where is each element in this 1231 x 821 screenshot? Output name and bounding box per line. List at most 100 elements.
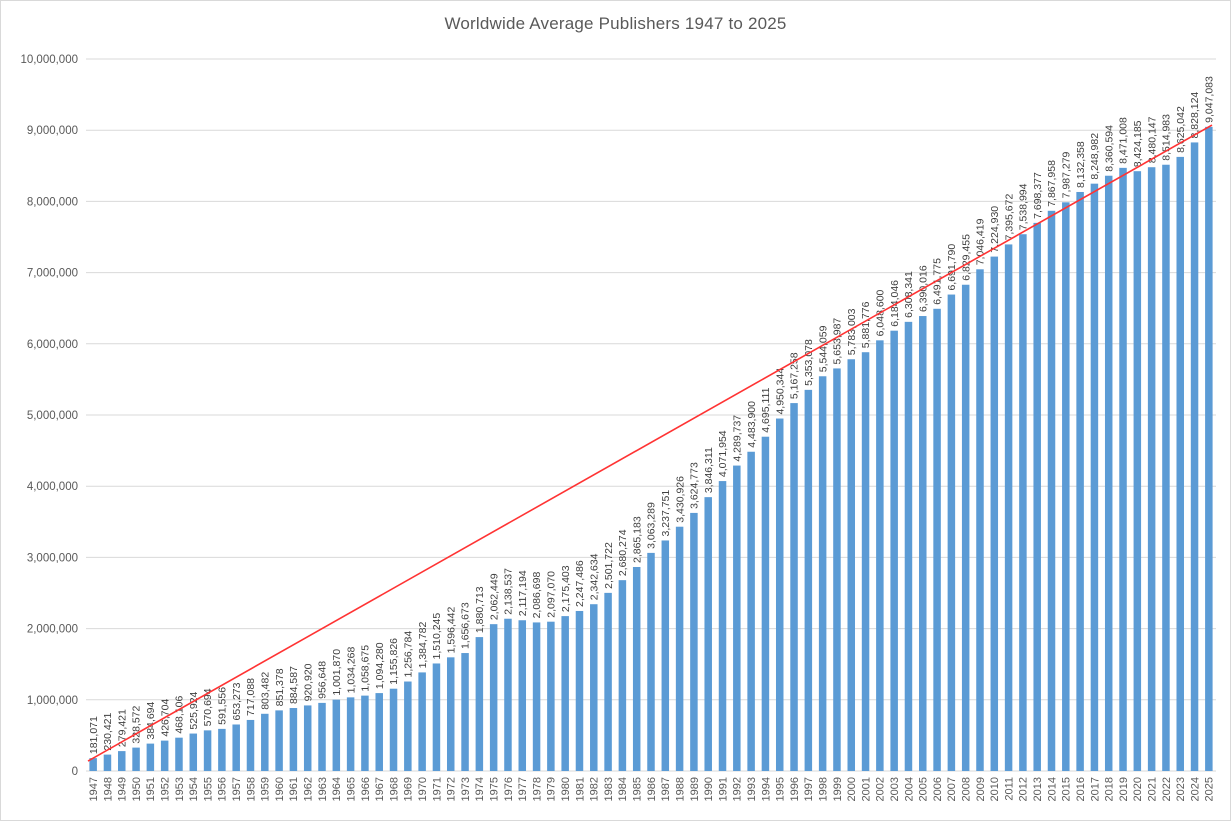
bar[interactable] xyxy=(1062,202,1070,772)
bar[interactable] xyxy=(890,330,898,771)
bar[interactable] xyxy=(475,637,484,771)
bar[interactable] xyxy=(1076,191,1084,772)
bar[interactable] xyxy=(833,368,841,771)
bar[interactable] xyxy=(919,316,927,771)
x-axis-label: 1979 xyxy=(546,777,558,801)
bar[interactable] xyxy=(1176,156,1184,772)
bar[interactable] xyxy=(461,653,469,771)
bar[interactable] xyxy=(818,376,827,771)
bar[interactable] xyxy=(346,697,355,771)
bar-value-label: 6,308,341 xyxy=(903,271,915,318)
bar[interactable] xyxy=(775,418,784,771)
bar[interactable] xyxy=(1162,164,1170,771)
x-axis-label: 1949 xyxy=(117,777,129,801)
x-axis-label: 1980 xyxy=(560,777,572,801)
bar[interactable] xyxy=(504,618,512,771)
bar[interactable] xyxy=(160,740,169,771)
bar[interactable] xyxy=(118,751,126,771)
bar[interactable] xyxy=(132,747,140,771)
bar[interactable] xyxy=(904,321,913,771)
bar[interactable] xyxy=(876,340,884,771)
bar[interactable] xyxy=(1090,183,1099,771)
bar[interactable] xyxy=(561,616,569,771)
bar-value-label: 4,071,954 xyxy=(717,430,729,477)
x-axis-label: 1995 xyxy=(775,777,787,801)
bar[interactable] xyxy=(1133,171,1142,772)
bar[interactable] xyxy=(318,702,326,771)
bar[interactable] xyxy=(532,622,541,771)
bar-value-label: 717,088 xyxy=(245,678,257,716)
bar[interactable] xyxy=(1119,167,1127,771)
bar[interactable] xyxy=(175,737,183,771)
bar[interactable] xyxy=(89,758,97,771)
bar[interactable] xyxy=(747,451,755,771)
x-axis-label: 1973 xyxy=(460,777,472,801)
bar[interactable] xyxy=(232,724,240,771)
bar[interactable] xyxy=(733,465,741,771)
bar-value-label: 851,378 xyxy=(274,668,286,706)
bar[interactable] xyxy=(303,705,312,771)
bar[interactable] xyxy=(103,754,112,771)
bar[interactable] xyxy=(1004,244,1013,771)
bar[interactable] xyxy=(647,552,655,771)
bar[interactable] xyxy=(690,512,698,771)
bar-value-label: 3,063,289 xyxy=(646,502,658,549)
bar[interactable] xyxy=(547,621,555,771)
bar[interactable] xyxy=(761,436,770,771)
bar[interactable] xyxy=(489,624,498,771)
bar[interactable] xyxy=(618,580,627,771)
bar[interactable] xyxy=(947,294,956,771)
x-axis-label: 2017 xyxy=(1089,777,1101,801)
bar[interactable] xyxy=(446,657,455,771)
bar[interactable] xyxy=(718,481,727,771)
bar[interactable] xyxy=(246,719,255,771)
bar[interactable] xyxy=(389,688,398,771)
bar[interactable] xyxy=(1147,167,1156,772)
bar[interactable] xyxy=(990,256,999,772)
bar[interactable] xyxy=(218,728,226,771)
bar-value-label: 7,538,994 xyxy=(1018,183,1030,230)
bar[interactable] xyxy=(275,710,283,771)
bar[interactable] xyxy=(203,730,212,771)
bar[interactable] xyxy=(704,497,712,771)
bar[interactable] xyxy=(361,695,369,771)
bar[interactable] xyxy=(261,713,269,771)
bar[interactable] xyxy=(632,566,641,771)
bar[interactable] xyxy=(146,743,155,771)
bar[interactable] xyxy=(189,733,198,771)
bar[interactable] xyxy=(604,592,612,771)
bar[interactable] xyxy=(675,526,684,771)
bar[interactable] xyxy=(861,352,870,771)
bar[interactable] xyxy=(332,699,341,771)
bar[interactable] xyxy=(1047,210,1056,771)
bar-value-label: 328,572 xyxy=(131,705,143,743)
bar[interactable] xyxy=(661,540,670,771)
bar[interactable] xyxy=(418,672,426,771)
bar-value-label: 570,694 xyxy=(202,688,214,726)
bar[interactable] xyxy=(804,389,813,771)
bar[interactable] xyxy=(590,604,598,771)
bar[interactable] xyxy=(432,663,441,771)
bar-value-label: 3,430,926 xyxy=(674,476,686,523)
trend-line[interactable] xyxy=(87,124,1213,762)
bar[interactable] xyxy=(1033,222,1041,772)
bar[interactable] xyxy=(1104,175,1113,771)
bar[interactable] xyxy=(976,269,984,771)
bar[interactable] xyxy=(1190,142,1199,772)
bar-value-label: 181,071 xyxy=(88,716,100,754)
bar-value-label: 1,880,713 xyxy=(474,586,486,633)
x-axis-label: 1952 xyxy=(160,777,172,801)
bar[interactable] xyxy=(790,403,798,771)
bar[interactable] xyxy=(933,308,941,771)
bar[interactable] xyxy=(961,284,970,771)
y-axis-label: 3,000,000 xyxy=(27,552,78,564)
bar[interactable] xyxy=(1019,234,1027,771)
bar[interactable] xyxy=(575,610,584,771)
bar[interactable] xyxy=(404,681,412,771)
bar[interactable] xyxy=(847,359,856,771)
bar[interactable] xyxy=(518,620,527,771)
bar[interactable] xyxy=(289,708,298,771)
bar[interactable] xyxy=(1205,126,1213,772)
bar[interactable] xyxy=(375,693,383,771)
